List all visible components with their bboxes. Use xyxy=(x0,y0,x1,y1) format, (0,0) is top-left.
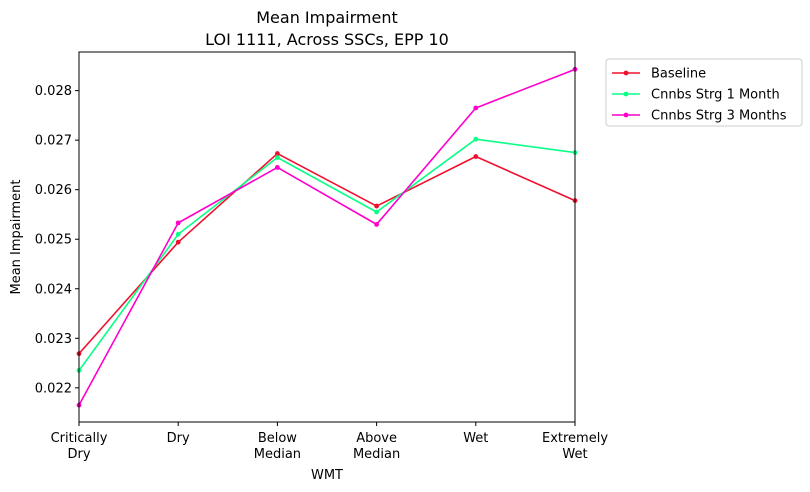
data-point xyxy=(374,209,379,215)
y-tick-label: 0.024 xyxy=(35,282,72,297)
y-axis: 0.022 0.023 0.024 0.025 0.026 0.027 0.028 xyxy=(35,84,79,396)
legend-marker xyxy=(623,112,629,118)
x-tick-label: Extremely Wet xyxy=(542,431,608,462)
series-line xyxy=(78,68,576,406)
data-point xyxy=(175,231,181,237)
legend-label: Cnnbs Strg 3 Months xyxy=(651,109,787,124)
x-tick-label-line: Below xyxy=(258,431,297,446)
y-tick-label: 0.025 xyxy=(35,233,72,248)
plot-lines xyxy=(76,66,578,408)
legend-entry: Cnnbs Strg 1 Month xyxy=(612,88,780,103)
series-1 xyxy=(76,151,578,357)
x-tick-label-line: Wet xyxy=(562,447,587,462)
x-tick-label-line: Dry xyxy=(167,431,190,446)
x-tick-label-line: Median xyxy=(353,447,400,462)
x-tick-label: Wet xyxy=(463,431,488,446)
x-tick-label-line: Critically xyxy=(51,431,108,446)
plot-area-frame xyxy=(78,51,576,423)
legend-entry: Baseline xyxy=(612,67,706,82)
data-point xyxy=(473,136,479,142)
x-tick-label: Above Median xyxy=(353,431,400,462)
y-tick-label: 0.026 xyxy=(35,183,72,198)
x-tick-label-line: Median xyxy=(254,447,301,462)
legend-marker xyxy=(623,70,629,76)
y-tick-label: 0.022 xyxy=(35,381,72,396)
data-point xyxy=(275,151,280,156)
y-tick-label: 0.023 xyxy=(35,332,72,347)
data-point xyxy=(473,154,479,159)
x-tick-label-line: Wet xyxy=(463,431,488,446)
series-line xyxy=(78,152,576,355)
chart-subtitle: LOI 1111, Across SSCs, EPP 10 xyxy=(205,30,449,49)
data-point xyxy=(374,203,379,209)
x-tick-label-line: Extremely xyxy=(542,431,608,446)
data-point xyxy=(473,105,479,111)
data-point xyxy=(175,220,181,226)
x-axis-label: WMT xyxy=(311,468,343,483)
data-point xyxy=(275,165,280,170)
series-3 xyxy=(76,66,578,408)
data-point xyxy=(175,239,181,245)
y-tick-label: 0.027 xyxy=(35,134,72,149)
series-2 xyxy=(76,136,578,373)
legend: Baseline Cnnbs Strg 1 Month Cnnbs Strg 3 M… xyxy=(605,58,803,127)
x-tick-label-line: Above xyxy=(356,431,397,446)
legend-marker xyxy=(623,91,629,97)
y-axis-label: Mean Impairment xyxy=(9,180,24,295)
x-tick-label: Below Median xyxy=(254,431,301,462)
series-line xyxy=(78,138,576,371)
chart-title: Mean Impairment xyxy=(256,8,398,27)
x-tick-label-line: Dry xyxy=(67,447,90,462)
data-point xyxy=(374,221,379,227)
legend-frame xyxy=(605,58,803,127)
legend-label: Baseline xyxy=(651,67,706,82)
x-tick-label: Critically Dry xyxy=(51,431,108,462)
legend-entry: Cnnbs Strg 3 Months xyxy=(612,109,787,124)
legend-label: Cnnbs Strg 1 Month xyxy=(651,88,780,103)
x-tick-label: Dry xyxy=(167,431,190,446)
data-point xyxy=(275,155,280,160)
y-tick-label: 0.028 xyxy=(35,84,72,99)
